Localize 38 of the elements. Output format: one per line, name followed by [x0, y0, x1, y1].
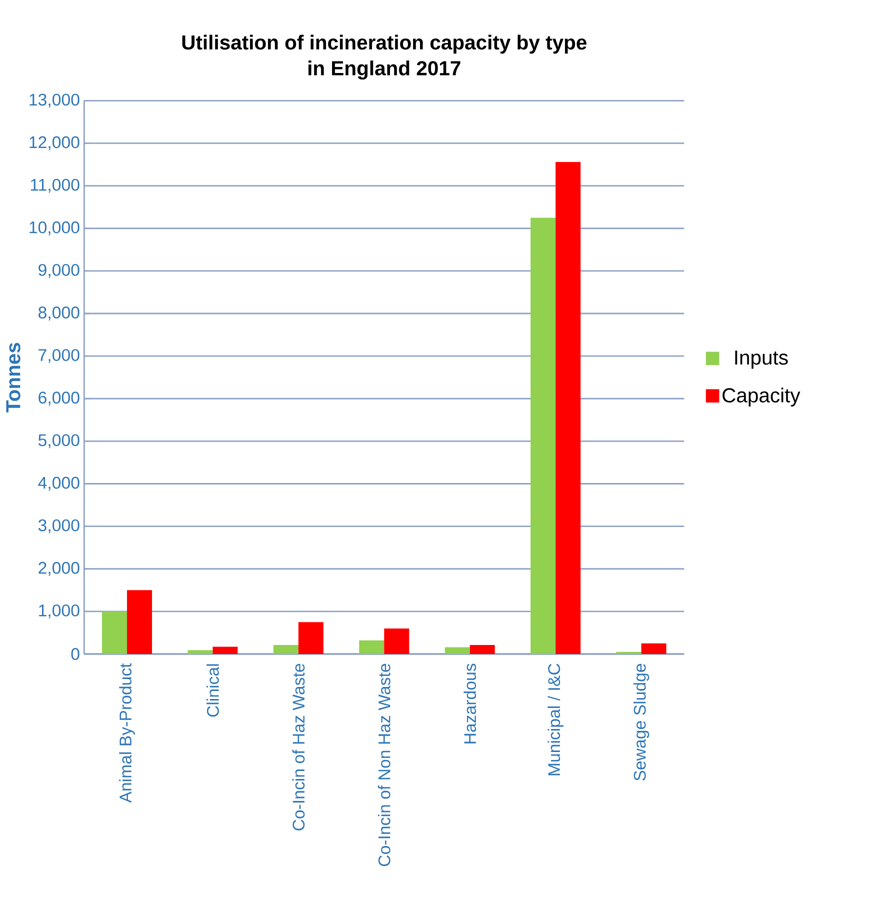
bar	[188, 650, 213, 654]
y-tick-label: 5,000	[38, 434, 80, 448]
x-tick-label: Clinical	[206, 664, 219, 717]
y-tick-label: 10,000	[30, 221, 80, 236]
x-tick-label: Municipal / I&C	[548, 664, 564, 776]
y-tick-label: 4,000	[38, 476, 80, 491]
x-tick-label: Animal By-Product	[119, 663, 135, 803]
x-tick-label: Sewage Sludge	[633, 664, 650, 781]
y-tick-label: 12,000	[30, 136, 80, 150]
x-tick-label: Co-Incin of Non Haz Waste	[378, 664, 390, 866]
bar	[212, 646, 238, 654]
bar	[298, 622, 324, 654]
y-tick-label: 11,000	[30, 178, 80, 193]
bar	[556, 162, 581, 654]
bar	[384, 628, 410, 654]
y-tick-label: 2,000	[38, 562, 80, 576]
bar	[470, 645, 495, 654]
bar	[444, 647, 470, 654]
bar	[273, 645, 298, 654]
y-tick-label: 9,000	[38, 264, 80, 278]
y-axis-title: Tonnes	[6, 342, 20, 412]
y-tick-label: 8,000	[38, 306, 80, 320]
bar	[530, 218, 556, 654]
y-tick-label: 6,000	[38, 392, 80, 406]
x-tick-label: Hazardous	[464, 664, 476, 744]
y-tick-label: 13,000	[30, 94, 80, 108]
bar	[102, 611, 127, 654]
bar	[641, 643, 666, 654]
y-tick-label: 0	[71, 648, 80, 660]
bar	[127, 590, 152, 654]
y-tick-label: 1,000	[39, 604, 80, 618]
x-tick-label: Co-Incin of Haz Waste	[292, 664, 305, 830]
bar	[359, 640, 384, 654]
y-tick-label: 7,000	[38, 349, 80, 364]
legend-label: Inputs	[735, 350, 788, 369]
legend-label: Capacity	[722, 388, 800, 407]
y-tick-label: 3,000	[38, 519, 80, 534]
chart-title: Utilisation of incineration capacity by type in England 2017	[182, 34, 586, 80]
